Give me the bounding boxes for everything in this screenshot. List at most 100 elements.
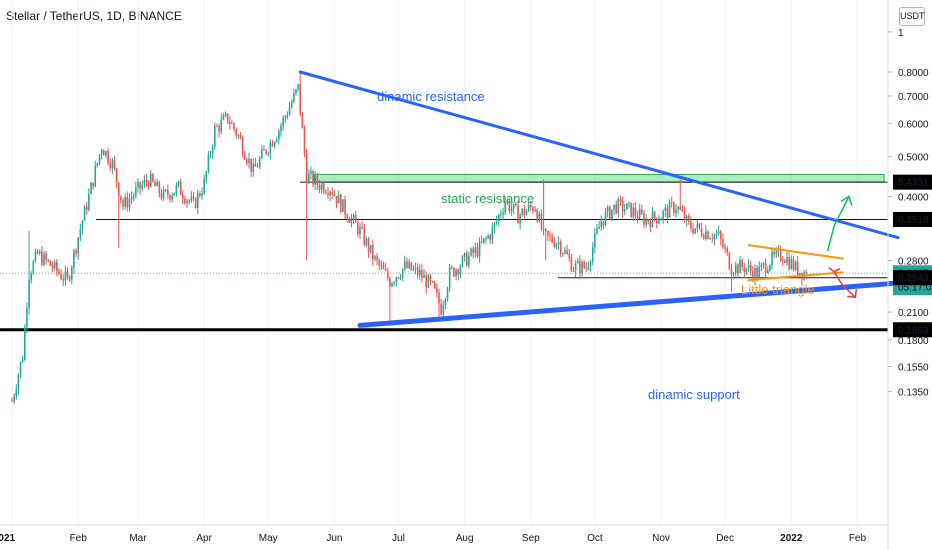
candle-body <box>199 193 201 196</box>
candle <box>105 150 107 158</box>
candle-body <box>179 181 182 195</box>
candle <box>85 201 88 215</box>
candle <box>322 180 325 195</box>
candle-body <box>581 261 583 274</box>
candle <box>211 144 214 160</box>
candle-body <box>562 253 564 255</box>
candle-body <box>790 259 793 269</box>
candle-body <box>312 171 314 185</box>
candle <box>732 272 735 280</box>
candle-body <box>555 243 558 248</box>
candle-body <box>754 267 756 280</box>
candle <box>478 237 481 263</box>
candle-body <box>692 228 694 234</box>
candle-body <box>158 181 161 194</box>
candle <box>604 207 607 227</box>
candle-body <box>258 158 261 168</box>
candle <box>378 258 381 271</box>
candle-body <box>679 206 682 210</box>
candle-body <box>273 142 276 147</box>
candle <box>47 258 50 263</box>
candle <box>21 355 24 363</box>
candle <box>497 213 500 227</box>
candle <box>252 158 255 177</box>
candle-body <box>307 173 310 184</box>
candle-body <box>194 198 197 209</box>
candle <box>745 267 748 275</box>
candle-body <box>702 235 705 239</box>
candle <box>696 219 699 233</box>
candle <box>596 224 598 235</box>
candle-body <box>169 195 171 200</box>
candle <box>222 113 225 121</box>
candle <box>532 205 534 214</box>
candle-body <box>410 262 413 271</box>
candle <box>115 168 118 189</box>
candle-body <box>619 198 622 201</box>
price-tick-label: 0.1550 <box>898 363 929 374</box>
candle <box>485 236 487 244</box>
candle-body <box>346 214 348 220</box>
candle <box>141 180 144 192</box>
candle-body <box>713 234 716 240</box>
candle-body <box>418 269 421 276</box>
candle-body <box>49 260 52 266</box>
candle-body <box>318 184 321 190</box>
candle <box>239 131 242 140</box>
candle <box>314 171 316 191</box>
candle-body <box>56 261 58 271</box>
candle <box>643 210 645 229</box>
candle <box>122 198 124 211</box>
candle-body <box>416 267 419 276</box>
candle <box>220 113 223 135</box>
candle <box>68 274 71 283</box>
candle <box>337 190 340 204</box>
candle <box>126 191 129 212</box>
candle-body <box>429 275 432 282</box>
candle <box>713 233 716 246</box>
candle <box>796 256 799 279</box>
time-tick-label: May <box>259 533 278 544</box>
candle <box>62 274 65 287</box>
candle <box>73 248 75 274</box>
candle <box>694 228 696 235</box>
grid <box>11 0 858 525</box>
candle-body <box>28 279 30 309</box>
candle-body <box>216 125 218 127</box>
candle-body <box>527 205 530 211</box>
candle <box>476 242 479 259</box>
candle <box>258 155 261 169</box>
candle-body <box>81 220 84 230</box>
candle <box>34 248 37 263</box>
currency-button[interactable]: USDT <box>899 7 925 26</box>
candle <box>788 251 790 271</box>
candle <box>412 264 415 272</box>
candle <box>557 236 560 250</box>
candle-body <box>184 198 186 204</box>
candle <box>175 182 178 197</box>
candle <box>79 223 82 242</box>
candle <box>145 174 148 187</box>
candle <box>416 263 419 279</box>
candle <box>395 276 398 287</box>
price-label-text: 0.2543 <box>898 273 929 284</box>
candle-body <box>732 273 735 275</box>
candle-body <box>538 213 541 222</box>
candle-body <box>288 107 291 116</box>
candle-body <box>177 181 180 186</box>
candle <box>668 199 671 218</box>
price-tick-label: 0.6000 <box>898 120 929 131</box>
candle <box>295 88 297 96</box>
candle-body <box>745 268 748 273</box>
candle <box>143 174 146 188</box>
candle <box>589 259 592 272</box>
projection-down-arrowhead <box>847 289 858 299</box>
candle-body <box>696 223 699 229</box>
candle <box>83 204 86 222</box>
candle-body <box>687 215 690 222</box>
candle-body <box>470 248 472 256</box>
candle-body <box>536 209 539 222</box>
candle-body <box>673 202 675 213</box>
candle <box>572 266 575 272</box>
